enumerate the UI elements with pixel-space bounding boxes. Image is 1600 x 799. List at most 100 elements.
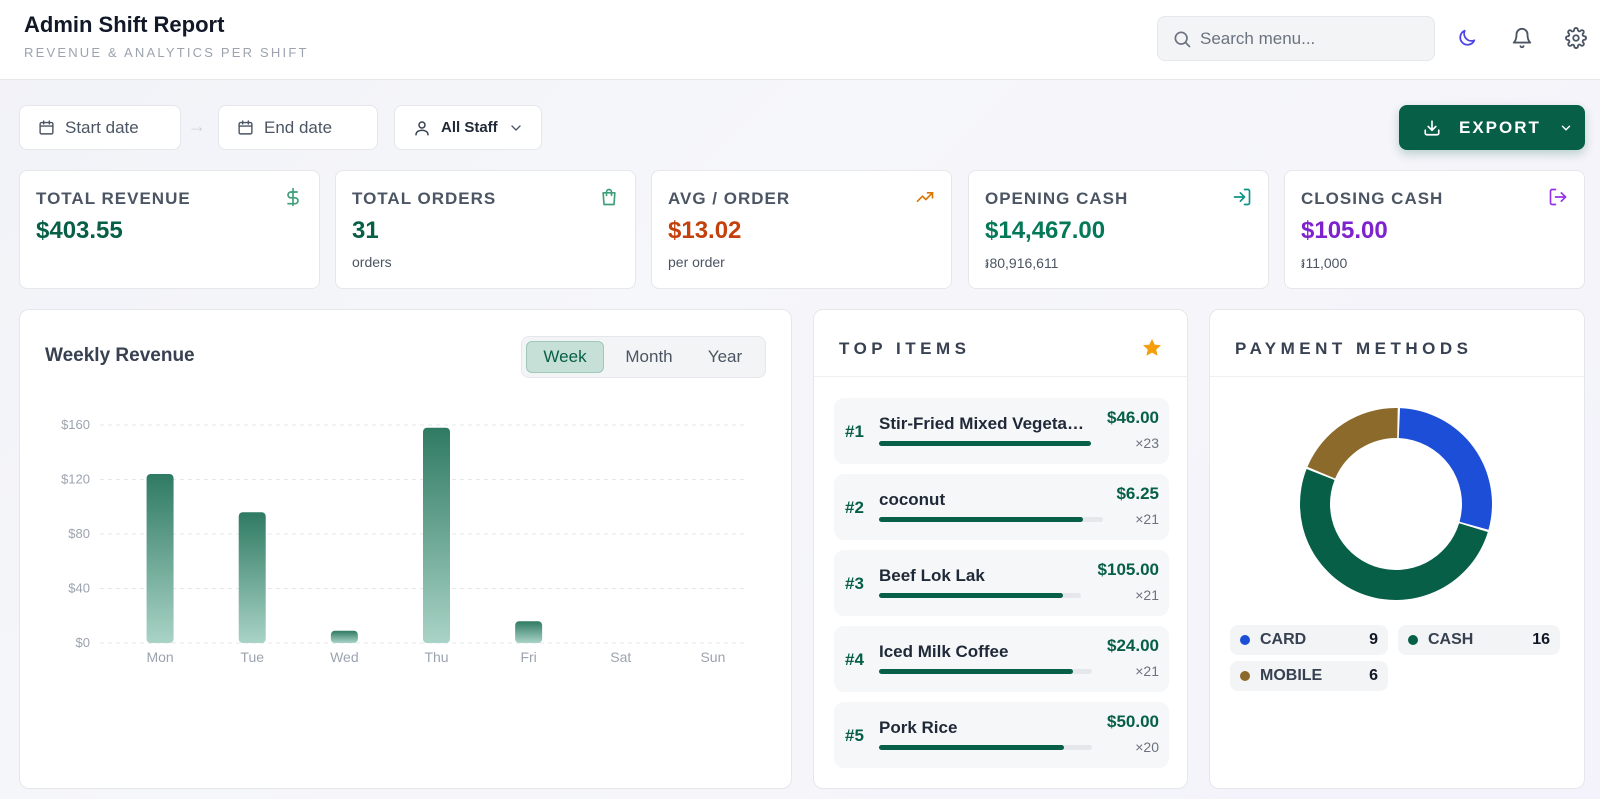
kpi-sub: per order (668, 254, 725, 270)
kpi-label: CLOSING CASH (1301, 189, 1444, 208)
kpi-sub: ៛11,000 (1301, 255, 1348, 271)
donut-slice-cash[interactable] (1300, 469, 1488, 600)
kpi-label: TOTAL ORDERS (352, 189, 497, 208)
item-share-fill (879, 745, 1065, 750)
kpi-label: TOTAL REVENUE (36, 189, 191, 208)
donut-slice-mobile[interactable] (1307, 408, 1398, 479)
legend-label: CARD (1260, 631, 1307, 648)
top-items-card: TOP ITEMS #1 Stir-Fried Mixed Vegetables… (813, 309, 1188, 789)
bell-icon[interactable] (1510, 26, 1534, 50)
x-tick-label: Wed (330, 649, 359, 665)
kpi-value: $105.00 (1301, 217, 1388, 244)
x-tick-label: Sat (610, 649, 631, 665)
x-tick-label: Sun (700, 649, 725, 665)
kpi-card-closing-cash: CLOSING CASH $105.00 ៛11,000 (1284, 170, 1585, 289)
chart-title: Weekly Revenue (45, 345, 195, 366)
divider (1210, 376, 1584, 377)
item-rank: #2 (845, 498, 864, 517)
download-icon (1424, 119, 1440, 136)
x-tick-label: Mon (146, 649, 173, 665)
item-share-bar (879, 745, 1092, 750)
item-qty: ×23 (1135, 435, 1159, 451)
item-qty: ×20 (1135, 739, 1159, 755)
item-qty: ×21 (1135, 511, 1159, 527)
item-name: coconut (879, 490, 946, 509)
payment-methods-title: PAYMENT METHODS (1235, 339, 1473, 358)
list-item[interactable]: #1 Stir-Fried Mixed Vegetables $46.00 ×2… (834, 398, 1169, 464)
item-share-fill (879, 441, 1091, 446)
payment-methods-card: PAYMENT METHODS CARD 9 CASH 16 MOBILE 6 (1209, 309, 1585, 789)
end-date-field[interactable]: End date (218, 105, 378, 150)
calendar-icon (238, 120, 253, 135)
item-qty: ×21 (1135, 587, 1159, 603)
legend-item-mobile[interactable]: MOBILE 6 (1230, 661, 1388, 691)
x-tick-label: Tue (240, 649, 264, 665)
x-tick-label: Fri (520, 649, 536, 665)
y-tick-label: $80 (68, 526, 90, 541)
export-label: EXPORT (1459, 117, 1541, 137)
end-date-placeholder: End date (264, 117, 333, 137)
item-share-bar (879, 517, 1103, 522)
moon-icon[interactable] (1455, 26, 1479, 50)
item-share-bar (879, 593, 1081, 598)
weekly-revenue-card: Weekly Revenue Week Month Year $0 $40 $80 $… (19, 309, 792, 789)
revenue-bar-chart: $0 $40 $80 $120 $160 Mon Tue Wed Thu Fri Sat Sun (61, 417, 745, 665)
item-rank: #4 (845, 650, 864, 669)
gear-icon[interactable] (1564, 26, 1588, 50)
kpi-value: $14,467.00 (985, 217, 1106, 244)
bar-tue[interactable] (238, 512, 266, 643)
bar-mon[interactable] (146, 474, 174, 643)
legend-label: MOBILE (1260, 667, 1323, 684)
legend-dot (1240, 635, 1250, 645)
kpi-label: AVG / ORDER (668, 189, 791, 208)
item-rank: #5 (845, 726, 864, 745)
start-date-field[interactable]: Start date (19, 105, 181, 150)
item-rank: #3 (845, 574, 864, 593)
list-item[interactable]: #3 Beef Lok Lak $105.00 ×21 (834, 550, 1169, 616)
user-icon (415, 120, 429, 135)
search-box[interactable] (1157, 16, 1435, 61)
bar-thu[interactable] (423, 427, 450, 643)
kpi-value: 31 (352, 217, 379, 244)
donut-slice-card[interactable] (1398, 408, 1492, 530)
item-share-fill (879, 593, 1063, 598)
item-name: Beef Lok Lak (879, 566, 985, 585)
staff-select-value: All Staff (441, 119, 498, 136)
tab-month[interactable]: Month (625, 347, 673, 366)
bar-fri[interactable] (515, 621, 543, 643)
search-input[interactable] (1200, 28, 1420, 49)
search-icon (1174, 31, 1191, 47)
item-name: Pork Rice (879, 718, 958, 737)
item-name: Iced Milk Coffee (879, 642, 1009, 661)
chevron-down-icon (1561, 125, 1571, 131)
item-share-fill (879, 669, 1073, 674)
payment-donut-chart (1300, 408, 1492, 600)
item-price: $105.00 (1097, 560, 1159, 579)
export-button[interactable]: EXPORT (1399, 105, 1585, 150)
y-tick-label: $120 (61, 472, 90, 487)
legend-count: 9 (1369, 631, 1378, 648)
legend-item-cash[interactable]: CASH 16 (1398, 625, 1560, 655)
item-price: $46.00 (1107, 408, 1159, 427)
legend-dot (1240, 671, 1250, 681)
item-price: $50.00 (1107, 712, 1159, 731)
date-range-arrow: → (188, 116, 206, 136)
item-share-bar (879, 441, 1091, 446)
chevron-down-icon (511, 124, 521, 131)
x-tick-label: Thu (424, 649, 448, 665)
bar-wed[interactable] (330, 630, 358, 643)
list-item[interactable]: #5 Pork Rice $50.00 ×20 (834, 702, 1169, 768)
list-item[interactable]: #2 coconut $6.25 ×21 (834, 474, 1169, 540)
period-toggle: Week Month Year (521, 336, 766, 378)
divider (814, 376, 1187, 377)
kpi-card-opening-cash: OPENING CASH $14,467.00 ៛80,916,611 (968, 170, 1269, 289)
logout-icon (1549, 188, 1567, 206)
tab-week[interactable]: Week (526, 341, 604, 373)
tab-year[interactable]: Year (707, 347, 743, 366)
staff-select[interactable]: All Staff (394, 105, 542, 150)
legend-item-card[interactable]: CARD 9 (1230, 625, 1388, 655)
kpi-value: $403.55 (36, 217, 123, 244)
login-icon (1233, 188, 1251, 206)
kpi-card-total-revenue: TOTAL REVENUE $403.55 (19, 170, 320, 289)
list-item[interactable]: #4 Iced Milk Coffee $24.00 ×21 (834, 626, 1169, 692)
